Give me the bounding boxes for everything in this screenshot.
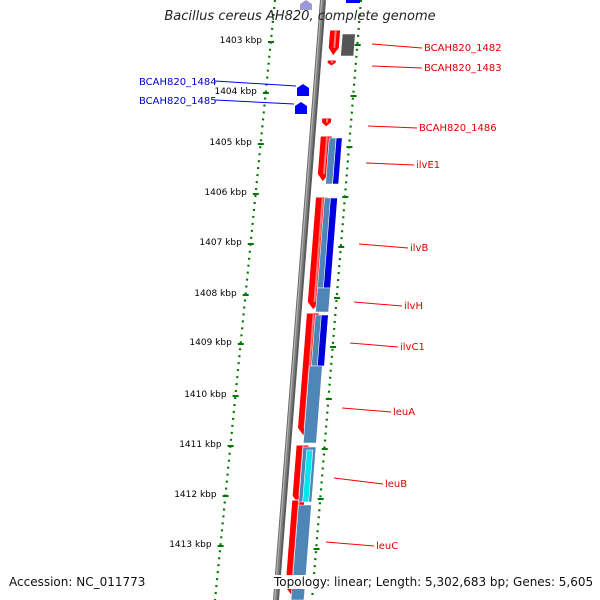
genes-count-text: Genes: 5,605 xyxy=(513,575,594,589)
kbp-tick-layer: 1403 kbp 1404 kbp 1405 kbp 1406 kbp 1407 kbp… xyxy=(169,36,361,550)
gene-label-ilve1: ilvE1 xyxy=(416,160,440,171)
right-label-leader xyxy=(365,162,415,166)
right-label-leader xyxy=(358,243,409,249)
blue-cds-block-3 xyxy=(332,137,343,185)
gene-label-leuc: leuC xyxy=(376,541,398,552)
reverse-gene-bcah820-1484 xyxy=(297,84,309,96)
kbp-tick-label: 1403 kbp xyxy=(220,36,263,46)
kbp-tick-label: 1406 kbp xyxy=(204,188,247,198)
right-label-leader xyxy=(325,541,375,547)
kbp-tick-label: 1408 kbp xyxy=(194,289,237,299)
genome-summary: Topology: linear; Length: 5,302,683 bp; … xyxy=(272,575,598,589)
right-label-leader xyxy=(349,342,399,348)
kbp-tick-label: 1404 kbp xyxy=(214,87,257,97)
right-label-leader xyxy=(367,125,418,129)
summary-separator: ; xyxy=(505,575,514,589)
gene-label-bcah820-1484: BCAH820_1484 xyxy=(139,77,217,88)
right-label-leader xyxy=(371,65,423,69)
kbp-tick-label: 1410 kbp xyxy=(184,390,227,400)
topology-text: Topology: linear xyxy=(274,575,368,589)
forward-gene-shine-4 xyxy=(322,136,328,175)
right-label-leader xyxy=(371,43,423,49)
forward-gene-2 xyxy=(326,59,337,67)
right-label-leader xyxy=(341,407,392,413)
right-label-leader xyxy=(333,477,384,485)
gene-label-ilvc1: ilvC1 xyxy=(400,342,425,353)
kbp-tick-label: 1409 kbp xyxy=(189,338,232,348)
dotted-track-layer xyxy=(213,0,363,600)
reverse-gene-top-partial xyxy=(300,0,312,10)
kbp-tick-label: 1413 kbp xyxy=(169,540,212,550)
label-leader-layer xyxy=(214,43,423,547)
gene-label-bcah820-1482: BCAH820_1482 xyxy=(424,43,502,54)
gene-label-ilvh: ilvH xyxy=(404,301,423,312)
right-label-leader xyxy=(353,301,403,307)
backbone-line xyxy=(273,0,325,600)
kbp-tick-label: 1411 kbp xyxy=(179,440,222,450)
forward-gene-shine-1 xyxy=(333,30,337,49)
left-label-leader xyxy=(214,99,295,105)
backbone-layer xyxy=(273,0,326,600)
gene-label-bcah820-1485: BCAH820_1485 xyxy=(139,96,217,107)
summary-separator: ; xyxy=(367,575,376,589)
map-title: Bacillus cereus AH820, complete genome xyxy=(164,9,436,24)
accession-text: Accession: NC_011773 xyxy=(9,575,146,589)
gray-cds-block-1 xyxy=(340,33,356,57)
gene-label-ilvb: ilvB xyxy=(410,243,428,254)
cyan-cds-block-11 xyxy=(302,449,314,503)
gene-label-layer: BCAH820_1482 BCAH820_1483 BCAH820_1486 ilvE… xyxy=(139,43,502,552)
blue-cds-block-8 xyxy=(317,314,329,367)
gene-label-leua: leuA xyxy=(393,407,415,418)
reverse-gene-bcah820-1485 xyxy=(295,102,307,114)
forward-gene-shine-5 xyxy=(313,197,324,303)
gene-label-bcah820-1486: BCAH820_1486 xyxy=(419,123,497,134)
gene-label-leub: leuB xyxy=(385,479,407,490)
steel-cds-block-6 xyxy=(315,287,331,313)
kbp-tick-label: 1405 kbp xyxy=(209,138,252,148)
left-dotted-track xyxy=(213,0,277,600)
left-label-leader xyxy=(214,80,297,87)
gene-top-partial xyxy=(346,0,360,3)
forward-gene-3 xyxy=(320,117,333,128)
steel-cds-block-9 xyxy=(302,365,323,444)
backbone-highlight xyxy=(274,0,323,600)
kbp-tick-label: 1412 kbp xyxy=(174,490,217,500)
length-text: Length: 5,302,683 bp xyxy=(375,575,506,589)
gene-features-layer xyxy=(284,0,360,600)
gene-label-bcah820-1483: BCAH820_1483 xyxy=(424,63,502,74)
kbp-tick-label: 1407 kbp xyxy=(199,238,242,248)
